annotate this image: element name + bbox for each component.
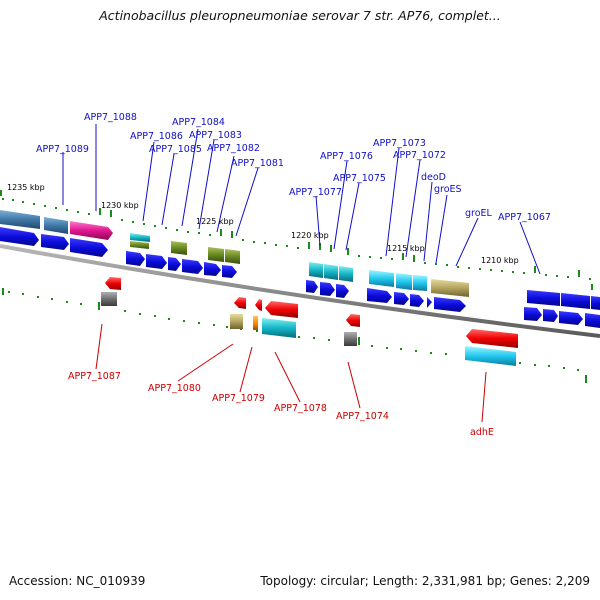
gene-arrow[interactable] [222,265,237,278]
gene-label[interactable]: APP7_1074 [336,411,389,422]
gene-label[interactable]: deoD [421,172,446,183]
map-title: Actinobacillus pleuropneumoniae serovar … [99,8,501,23]
gene-app7-1084[interactable] [171,241,187,255]
gene-label[interactable]: APP7_1084 [172,117,225,128]
gene-app7-1087[interactable] [105,277,121,290]
gene-label[interactable]: APP7_1087 [68,371,121,382]
scale-tick-label: 1220 kbp [291,231,329,240]
gene-arrow[interactable] [168,257,181,271]
gene-app7-1087b[interactable] [101,292,117,306]
scale-tick-label: 1230 kbp [101,201,139,210]
gene-app7-1088[interactable] [70,221,113,240]
gene-label[interactable]: APP7_1086 [130,131,183,142]
inner-dot-ring [8,291,579,371]
scale-tick-label: 1235 kbp [7,183,45,192]
gene-label[interactable]: adhE [470,427,494,438]
plus-genes-blue [0,227,600,328]
minus-labels: APP7_1087 APP7_1080 APP7_1079 APP7_1078 … [68,371,494,438]
gene-app7-1081[interactable] [225,249,240,264]
gene-app7-1079[interactable] [255,299,262,311]
gene-app7-1075[interactable] [339,266,353,282]
minus-genes [101,277,518,366]
gene-label[interactable]: APP7_1076 [320,151,373,162]
gene-app7-1078[interactable] [265,301,298,318]
gene-arrow[interactable] [126,251,145,266]
gene-arrow[interactable] [561,293,590,309]
scale-tick-label: 1215 kbp [387,244,425,253]
gene-adhe-b[interactable] [465,346,516,366]
gene-arrow[interactable] [320,282,335,296]
gene-label[interactable]: APP7_1078 [274,403,327,414]
gene-arrow[interactable] [527,290,560,306]
gene-app7-1089[interactable] [0,210,40,229]
scale-tick-label: 1225 kbp [196,217,234,226]
gene-app7-1074b[interactable] [344,332,357,346]
gene-arrow[interactable] [524,307,542,321]
gene-arrow[interactable] [367,288,392,303]
gene-arrow[interactable] [182,259,203,274]
gene-label[interactable]: APP7_1075 [333,173,386,184]
gene-app7-1089b[interactable] [44,217,68,234]
gene-app7-1077[interactable] [309,262,323,278]
genome-backbone [0,244,600,338]
plus-labels: APP7_1088 APP7_1089 APP7_1086 APP7_1084 … [36,112,551,223]
gene-arrow[interactable] [591,296,600,310]
gene-label[interactable]: APP7_1079 [212,393,265,404]
gene-label[interactable]: APP7_1080 [148,383,201,394]
gene-label[interactable]: APP7_1072 [393,150,446,161]
gene-arrow[interactable] [0,227,39,246]
gene-arrow[interactable] [559,311,583,325]
gene-arrow[interactable] [70,238,108,257]
gene-label[interactable]: APP7_1083 [189,130,242,141]
gene-arrow[interactable] [434,297,466,312]
gene-app7-1082[interactable] [208,247,224,262]
plus-leader-lines [62,124,541,275]
gene-label[interactable]: APP7_1085 [149,144,202,155]
gene-groel[interactable] [431,279,469,297]
gene-arrow[interactable] [336,284,349,298]
gene-label[interactable]: groEL [465,208,493,219]
topology-text: Topology: circular; Length: 2,331,981 bp… [260,574,590,588]
scale-tick-label: 1210 kbp [481,256,519,265]
gene-app7-1072[interactable] [396,273,412,290]
gene-adhe[interactable] [466,329,518,348]
gene-label[interactable]: groES [434,184,462,195]
plus-genes-colored [0,210,469,297]
gene-deod[interactable] [413,275,427,291]
gene-app7-1080[interactable] [234,297,246,309]
gene-arrow[interactable] [394,292,409,305]
gene-arrow[interactable] [585,313,600,328]
gene-app7-1074[interactable] [346,314,360,327]
gene-app7-1073[interactable] [369,270,394,287]
gene-label[interactable]: APP7_1077 [289,187,342,198]
gene-label[interactable]: APP7_1073 [373,138,426,149]
outer-major-ticks [0,190,593,290]
gene-arrow[interactable] [543,309,558,322]
gene-app7-1079b[interactable] [253,316,258,330]
gene-app7-1078b[interactable] [262,318,296,338]
gene-arrow[interactable] [146,254,167,269]
gene-app7-1080b[interactable] [230,314,243,329]
minus-leader-lines [95,323,487,423]
gene-app7-1086[interactable] [130,233,150,242]
accession-text: Accession: NC_010939 [9,574,146,588]
gene-arrow[interactable] [204,262,221,276]
gene-arrow[interactable] [427,297,432,308]
gene-app7-1076[interactable] [324,264,338,280]
gene-arrow[interactable] [410,294,424,307]
gene-label[interactable]: APP7_1088 [84,112,137,123]
gene-app7-1086b[interactable] [130,241,149,249]
gene-label[interactable]: APP7_1082 [207,143,260,154]
gene-label[interactable]: APP7_1067 [498,212,551,223]
outer-dot-ring [2,198,591,280]
gene-arrow[interactable] [306,280,318,293]
gene-label[interactable]: APP7_1081 [231,158,284,169]
gene-label[interactable]: APP7_1089 [36,144,89,155]
gene-arrow[interactable] [41,234,69,250]
